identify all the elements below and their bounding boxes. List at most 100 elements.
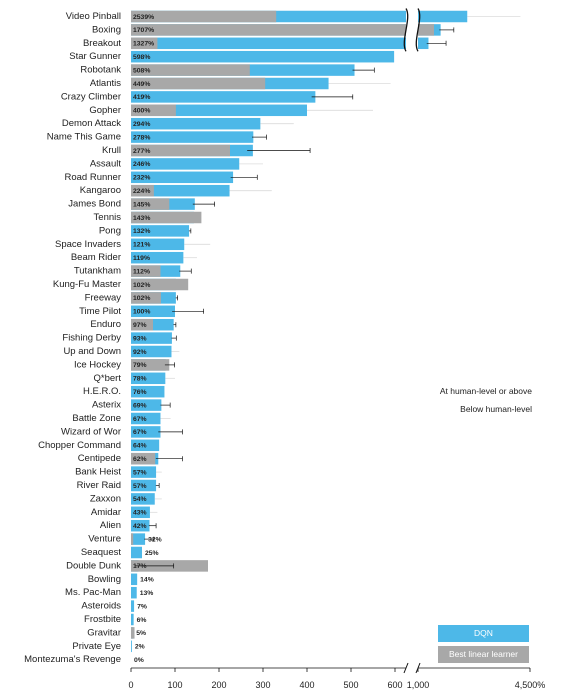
game-14-linear-bar bbox=[131, 198, 170, 210]
game-32-label: Chopper Command bbox=[38, 440, 121, 451]
game-30-value-label: 67% bbox=[133, 416, 147, 423]
game-43-label: Ms. Pac-Man bbox=[65, 587, 121, 598]
legend-label-linear: Best linear learner bbox=[449, 649, 518, 659]
x-tick-label-8: 4,500% bbox=[515, 680, 546, 690]
game-31-value-label: 67% bbox=[133, 429, 147, 436]
game-3-label: Star Gunner bbox=[69, 51, 121, 62]
game-24-label: Fishing Derby bbox=[62, 333, 121, 344]
game-22-value-label: 100% bbox=[133, 309, 150, 316]
game-45-label: Frostbite bbox=[84, 614, 121, 625]
game-4-linear-bar bbox=[131, 64, 250, 76]
game-12-value-label: 232% bbox=[133, 175, 150, 182]
game-36-label: Zaxxon bbox=[90, 493, 121, 504]
game-22-label: Time Pilot bbox=[79, 306, 121, 317]
game-0-linear-bar bbox=[131, 10, 277, 23]
axis-break-mark-left bbox=[403, 8, 409, 52]
game-30-dqn-bar bbox=[131, 412, 161, 425]
game-39-label: Venture bbox=[88, 534, 121, 545]
game-48-value-label: 0% bbox=[134, 657, 144, 664]
x-tick-label-7: 1,000 bbox=[407, 680, 430, 690]
game-40-label: Seaquest bbox=[81, 547, 122, 558]
x-tick-label-5: 500 bbox=[343, 680, 358, 690]
game-25-value-label: 92% bbox=[133, 349, 147, 356]
axis-break-mark-right bbox=[415, 8, 421, 52]
game-31-label: Wizard of Wor bbox=[61, 426, 121, 437]
game-11-value-label: 246% bbox=[133, 161, 150, 168]
game-37-label: Amidar bbox=[91, 507, 121, 518]
game-0-dqn-bar bbox=[131, 10, 468, 23]
game-44-dqn-bar bbox=[131, 600, 135, 612]
game-13-linear-bar bbox=[131, 184, 154, 197]
game-30-label: Battle Zone bbox=[72, 413, 121, 424]
game-31-dqn-bar bbox=[131, 426, 161, 438]
game-37-dqn-bar bbox=[131, 506, 150, 519]
game-43-dqn-bar bbox=[131, 586, 137, 599]
game-23-linear-bar bbox=[131, 318, 153, 331]
game-19-value-label: 112% bbox=[133, 268, 150, 275]
game-46-linear-bar bbox=[131, 627, 135, 639]
game-6-value-label: 419% bbox=[133, 94, 150, 101]
game-46-label: Gravitar bbox=[87, 627, 121, 638]
game-42-dqn-bar bbox=[131, 573, 138, 586]
game-44-label: Asteroids bbox=[81, 601, 121, 612]
game-29-value-label: 69% bbox=[133, 402, 147, 409]
x-tick-label-1: 100 bbox=[167, 680, 182, 690]
game-5-label: Atlantis bbox=[90, 78, 121, 89]
game-9-label: Name This Game bbox=[47, 132, 121, 143]
game-34-label: Bank Heist bbox=[75, 467, 121, 478]
game-1-label: Boxing bbox=[92, 24, 121, 35]
legend-label-dqn: DQN bbox=[474, 628, 493, 638]
game-36-value-label: 54% bbox=[133, 496, 147, 503]
game-15-value-label: 143% bbox=[133, 215, 150, 222]
game-39-value-label: 32% bbox=[148, 536, 162, 543]
game-7-value-label: 400% bbox=[133, 108, 150, 115]
game-33-linear-bar bbox=[131, 452, 156, 465]
game-21-linear-bar bbox=[131, 292, 161, 304]
game-2-dqn-bar bbox=[131, 37, 429, 50]
game-38-dqn-bar bbox=[131, 519, 150, 532]
game-16-label: Pong bbox=[99, 225, 121, 236]
game-2-label: Breakout bbox=[83, 38, 121, 49]
game-7-label: Gopher bbox=[89, 105, 121, 116]
game-41-value-label: 17% bbox=[133, 563, 147, 570]
game-28-dqn-bar bbox=[131, 385, 165, 398]
game-4-label: Robotank bbox=[80, 65, 121, 76]
game-39-linear-bar bbox=[131, 533, 134, 545]
game-0-label: Video Pinball bbox=[66, 11, 121, 22]
game-18-dqn-bar bbox=[131, 251, 184, 264]
game-18-value-label: 119% bbox=[133, 255, 150, 262]
x-tick-label-4: 400 bbox=[299, 680, 314, 690]
game-8-value-label: 294% bbox=[133, 121, 150, 128]
game-10-label: Krull bbox=[102, 145, 121, 156]
game-11-label: Assault bbox=[90, 158, 122, 169]
game-7-linear-bar bbox=[131, 104, 176, 117]
game-26-label: Ice Hockey bbox=[74, 359, 121, 370]
game-10-value-label: 277% bbox=[133, 148, 150, 155]
game-20-linear-bar bbox=[131, 278, 189, 291]
game-35-value-label: 57% bbox=[133, 483, 147, 490]
game-21-value-label: 102% bbox=[133, 295, 150, 302]
game-40-value-label: 25% bbox=[145, 550, 159, 557]
game-3-dqn-bar bbox=[131, 50, 395, 63]
game-4-value-label: 508% bbox=[133, 67, 150, 74]
game-37-value-label: 43% bbox=[133, 510, 147, 517]
game-13-value-label: 224% bbox=[133, 188, 150, 195]
game-27-dqn-bar bbox=[131, 372, 166, 385]
game-26-value-label: 79% bbox=[133, 362, 147, 369]
game-23-label: Enduro bbox=[90, 319, 121, 330]
game-34-value-label: 57% bbox=[133, 469, 147, 476]
game-7-dqn-bar bbox=[131, 104, 307, 117]
game-20-label: Kung-Fu Master bbox=[53, 279, 121, 290]
x-axis-break-gap bbox=[406, 663, 418, 673]
game-32-value-label: 64% bbox=[133, 443, 147, 450]
game-27-value-label: 78% bbox=[133, 376, 147, 383]
game-9-dqn-bar bbox=[131, 131, 254, 143]
legend-swatch-linear bbox=[438, 646, 529, 663]
game-15-label: Tennis bbox=[94, 212, 122, 223]
game-8-dqn-bar bbox=[131, 117, 261, 130]
game-14-value-label: 145% bbox=[133, 201, 150, 208]
game-29-dqn-bar bbox=[131, 399, 162, 411]
game-43-value-label: 13% bbox=[140, 590, 154, 597]
game-45-value-label: 6% bbox=[137, 617, 147, 624]
